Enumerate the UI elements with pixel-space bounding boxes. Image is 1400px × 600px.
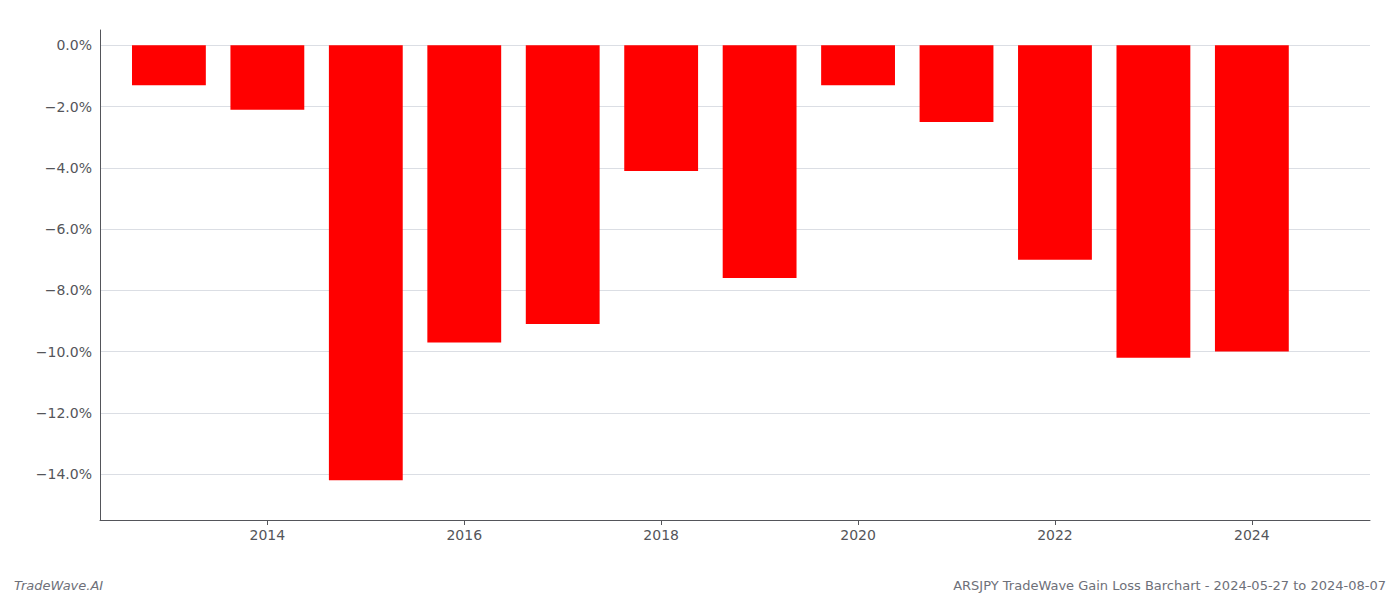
svg-text:ARSJPY TradeWave Gain Loss Bar: ARSJPY TradeWave Gain Loss Barchart - 20…	[953, 578, 1386, 593]
svg-text:0.0%: 0.0%	[56, 37, 92, 53]
svg-text:TradeWave.AI: TradeWave.AI	[14, 578, 103, 593]
svg-text:2014: 2014	[250, 527, 286, 543]
svg-text:2024: 2024	[1234, 527, 1270, 543]
svg-text:−8.0%: −8.0%	[45, 282, 92, 298]
svg-text:−12.0%: −12.0%	[36, 405, 92, 421]
svg-text:−4.0%: −4.0%	[45, 160, 92, 176]
svg-text:−2.0%: −2.0%	[45, 99, 92, 115]
svg-text:2016: 2016	[446, 527, 482, 543]
svg-text:2022: 2022	[1037, 527, 1073, 543]
svg-text:−6.0%: −6.0%	[45, 221, 92, 237]
svg-text:2018: 2018	[643, 527, 679, 543]
svg-text:−10.0%: −10.0%	[36, 344, 92, 360]
svg-text:−14.0%: −14.0%	[36, 466, 92, 482]
svg-text:2020: 2020	[840, 527, 876, 543]
